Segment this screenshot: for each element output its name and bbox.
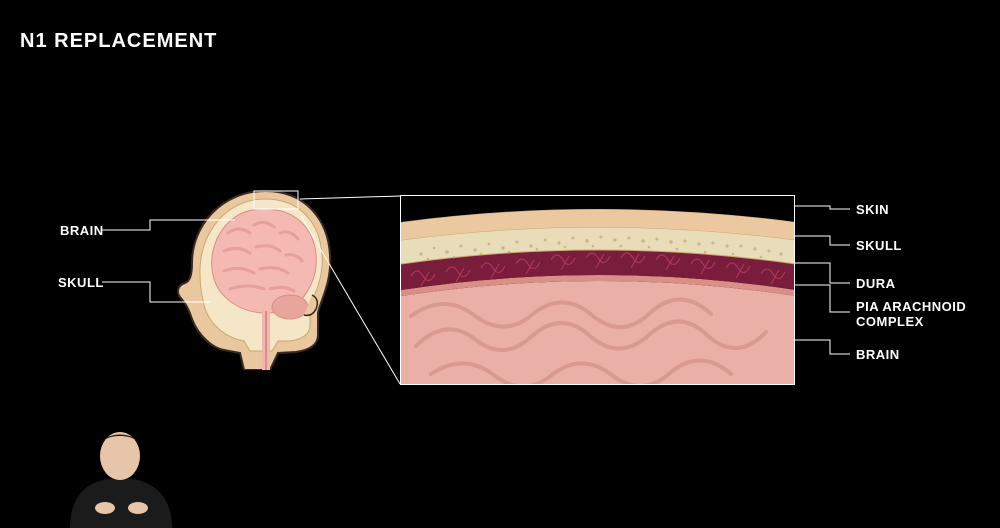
label-dura: DURA xyxy=(856,276,896,291)
label-skull-left: SKULL xyxy=(58,275,104,290)
label-pia: PIA ARACHNOIDCOMPLEX xyxy=(856,300,966,330)
head-diagram xyxy=(170,185,350,370)
cross-section-svg xyxy=(401,196,795,385)
slide-stage: N1 REPLACEMENT BRAIN SKULL xyxy=(0,0,1000,528)
label-skin: SKIN xyxy=(856,202,889,217)
cross-section-panel xyxy=(400,195,795,385)
label-brain: BRAIN xyxy=(856,347,900,362)
presenter xyxy=(60,408,180,528)
label-brain-left: BRAIN xyxy=(60,223,104,238)
label-skull: SKULL xyxy=(856,238,902,253)
slide-title: N1 REPLACEMENT xyxy=(20,30,217,53)
